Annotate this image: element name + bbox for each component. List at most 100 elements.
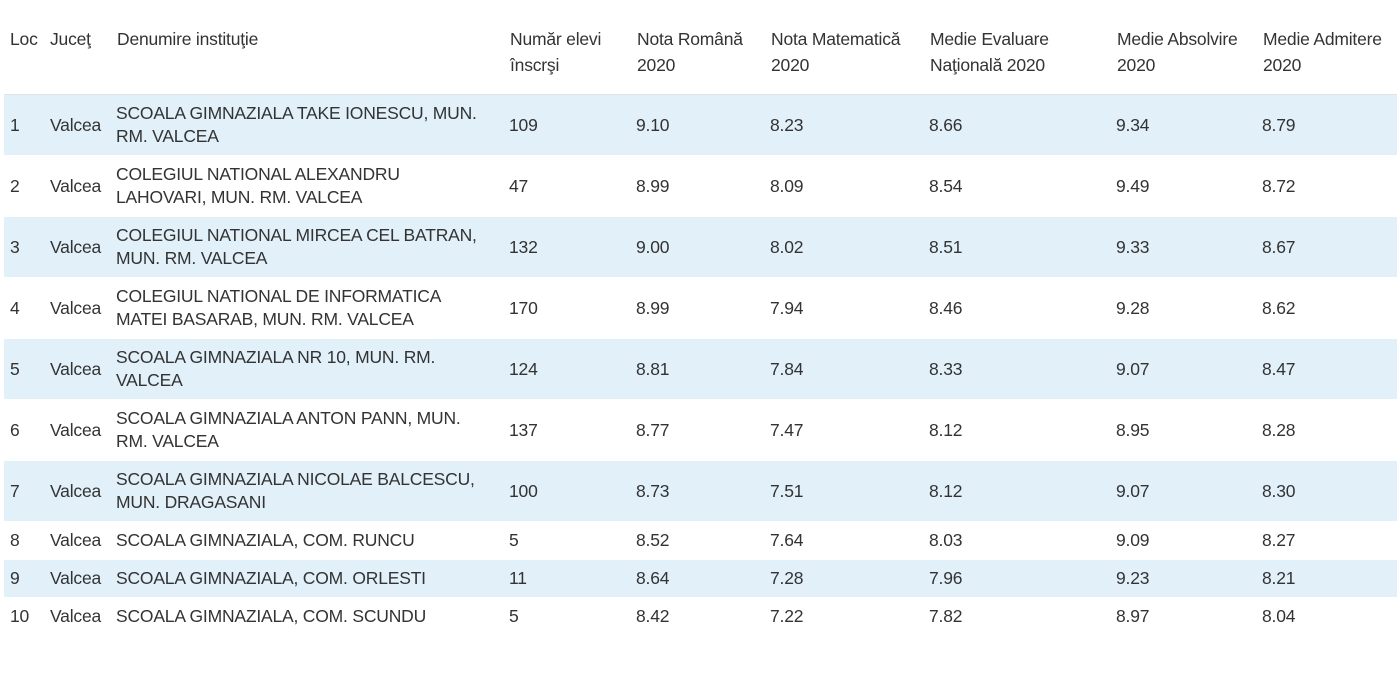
cell-math: 7.47 <box>766 399 925 461</box>
cell-county: Valcea <box>48 94 112 156</box>
cell-county: Valcea <box>48 338 112 400</box>
table-row: 3 Valcea COLEGIUL NATIONAL MIRCEA CEL BA… <box>4 216 1397 278</box>
table-row: 1 Valcea SCOALA GIMNAZIALA TAKE IONESCU,… <box>4 94 1397 156</box>
cell-students: 5 <box>505 521 632 560</box>
cell-loc: 10 <box>4 597 48 635</box>
cell-loc: 2 <box>4 155 48 217</box>
cell-institution: COLEGIUL NATIONAL DE INFORMATICA MATEI B… <box>112 277 505 339</box>
cell-loc: 4 <box>4 277 48 339</box>
cell-national-eval: 8.46 <box>925 277 1112 339</box>
header-admission: Medie Admitere 2020 <box>1258 20 1397 95</box>
cell-romanian: 8.77 <box>632 399 766 461</box>
cell-county: Valcea <box>48 399 112 461</box>
cell-math: 7.51 <box>766 460 925 522</box>
cell-students: 137 <box>505 399 632 461</box>
cell-admission: 8.62 <box>1258 277 1397 339</box>
cell-students: 5 <box>505 597 632 635</box>
cell-romanian: 8.42 <box>632 597 766 635</box>
table-header: Loc Juceţ Denumire instituţie Număr elev… <box>4 20 1397 95</box>
cell-graduation: 9.23 <box>1112 559 1258 598</box>
cell-graduation: 9.28 <box>1112 277 1258 339</box>
cell-national-eval: 8.12 <box>925 399 1112 461</box>
cell-students: 170 <box>505 277 632 339</box>
cell-national-eval: 8.54 <box>925 155 1112 217</box>
cell-graduation: 9.49 <box>1112 155 1258 217</box>
school-ranking-table: Loc Juceţ Denumire instituţie Număr elev… <box>4 20 1397 635</box>
cell-institution: SCOALA GIMNAZIALA TAKE IONESCU, MUN. RM.… <box>112 94 505 156</box>
cell-institution: COLEGIUL NATIONAL ALEXANDRU LAHOVARI, MU… <box>112 155 505 217</box>
cell-national-eval: 7.82 <box>925 597 1112 635</box>
cell-math: 8.23 <box>766 94 925 156</box>
cell-admission: 8.27 <box>1258 521 1397 560</box>
cell-institution: SCOALA GIMNAZIALA, COM. SCUNDU <box>112 597 505 635</box>
cell-math: 8.09 <box>766 155 925 217</box>
cell-national-eval: 7.96 <box>925 559 1112 598</box>
cell-county: Valcea <box>48 521 112 560</box>
cell-county: Valcea <box>48 559 112 598</box>
cell-graduation: 8.97 <box>1112 597 1258 635</box>
cell-students: 100 <box>505 460 632 522</box>
cell-romanian: 8.52 <box>632 521 766 560</box>
cell-students: 109 <box>505 94 632 156</box>
header-math: Nota Matematică 2020 <box>766 20 925 95</box>
header-row: Loc Juceţ Denumire instituţie Număr elev… <box>4 20 1397 95</box>
cell-admission: 8.04 <box>1258 597 1397 635</box>
cell-institution: COLEGIUL NATIONAL MIRCEA CEL BATRAN, MUN… <box>112 216 505 278</box>
table-row: 7 Valcea SCOALA GIMNAZIALA NICOLAE BALCE… <box>4 460 1397 522</box>
cell-national-eval: 8.66 <box>925 94 1112 156</box>
table-row: 2 Valcea COLEGIUL NATIONAL ALEXANDRU LAH… <box>4 155 1397 217</box>
cell-loc: 9 <box>4 559 48 598</box>
cell-math: 7.84 <box>766 338 925 400</box>
header-national-eval: Medie Evaluare Naţională 2020 <box>925 20 1112 95</box>
cell-romanian: 8.99 <box>632 155 766 217</box>
header-romanian: Nota Română 2020 <box>632 20 766 95</box>
cell-graduation: 9.07 <box>1112 338 1258 400</box>
cell-romanian: 8.81 <box>632 338 766 400</box>
cell-math: 7.22 <box>766 597 925 635</box>
cell-admission: 8.28 <box>1258 399 1397 461</box>
cell-students: 47 <box>505 155 632 217</box>
cell-romanian: 8.64 <box>632 559 766 598</box>
header-loc: Loc <box>4 20 48 95</box>
cell-math: 8.02 <box>766 216 925 278</box>
cell-county: Valcea <box>48 277 112 339</box>
header-students: Număr elevi înscrşi <box>505 20 632 95</box>
cell-graduation: 9.33 <box>1112 216 1258 278</box>
cell-institution: SCOALA GIMNAZIALA ANTON PANN, MUN. RM. V… <box>112 399 505 461</box>
cell-romanian: 9.00 <box>632 216 766 278</box>
cell-national-eval: 8.12 <box>925 460 1112 522</box>
cell-students: 132 <box>505 216 632 278</box>
cell-admission: 8.47 <box>1258 338 1397 400</box>
cell-loc: 7 <box>4 460 48 522</box>
cell-graduation: 9.34 <box>1112 94 1258 156</box>
header-graduation: Medie Absolvire 2020 <box>1112 20 1258 95</box>
cell-institution: SCOALA GIMNAZIALA, COM. ORLESTI <box>112 559 505 598</box>
cell-graduation: 9.09 <box>1112 521 1258 560</box>
cell-loc: 6 <box>4 399 48 461</box>
cell-admission: 8.67 <box>1258 216 1397 278</box>
cell-admission: 8.30 <box>1258 460 1397 522</box>
cell-students: 11 <box>505 559 632 598</box>
cell-admission: 8.21 <box>1258 559 1397 598</box>
cell-romanian: 8.99 <box>632 277 766 339</box>
table-row: 8 Valcea SCOALA GIMNAZIALA, COM. RUNCU 5… <box>4 521 1397 560</box>
table-row: 4 Valcea COLEGIUL NATIONAL DE INFORMATIC… <box>4 277 1397 339</box>
cell-national-eval: 8.51 <box>925 216 1112 278</box>
cell-math: 7.64 <box>766 521 925 560</box>
cell-graduation: 9.07 <box>1112 460 1258 522</box>
cell-loc: 5 <box>4 338 48 400</box>
cell-national-eval: 8.03 <box>925 521 1112 560</box>
cell-admission: 8.72 <box>1258 155 1397 217</box>
cell-institution: SCOALA GIMNAZIALA, COM. RUNCU <box>112 521 505 560</box>
cell-math: 7.94 <box>766 277 925 339</box>
cell-students: 124 <box>505 338 632 400</box>
cell-graduation: 8.95 <box>1112 399 1258 461</box>
cell-institution: SCOALA GIMNAZIALA NR 10, MUN. RM. VALCEA <box>112 338 505 400</box>
cell-county: Valcea <box>48 597 112 635</box>
cell-county: Valcea <box>48 460 112 522</box>
table-body: 1 Valcea SCOALA GIMNAZIALA TAKE IONESCU,… <box>4 94 1397 635</box>
table-row: 10 Valcea SCOALA GIMNAZIALA, COM. SCUNDU… <box>4 597 1397 635</box>
cell-loc: 8 <box>4 521 48 560</box>
cell-institution: SCOALA GIMNAZIALA NICOLAE BALCESCU, MUN.… <box>112 460 505 522</box>
cell-loc: 3 <box>4 216 48 278</box>
